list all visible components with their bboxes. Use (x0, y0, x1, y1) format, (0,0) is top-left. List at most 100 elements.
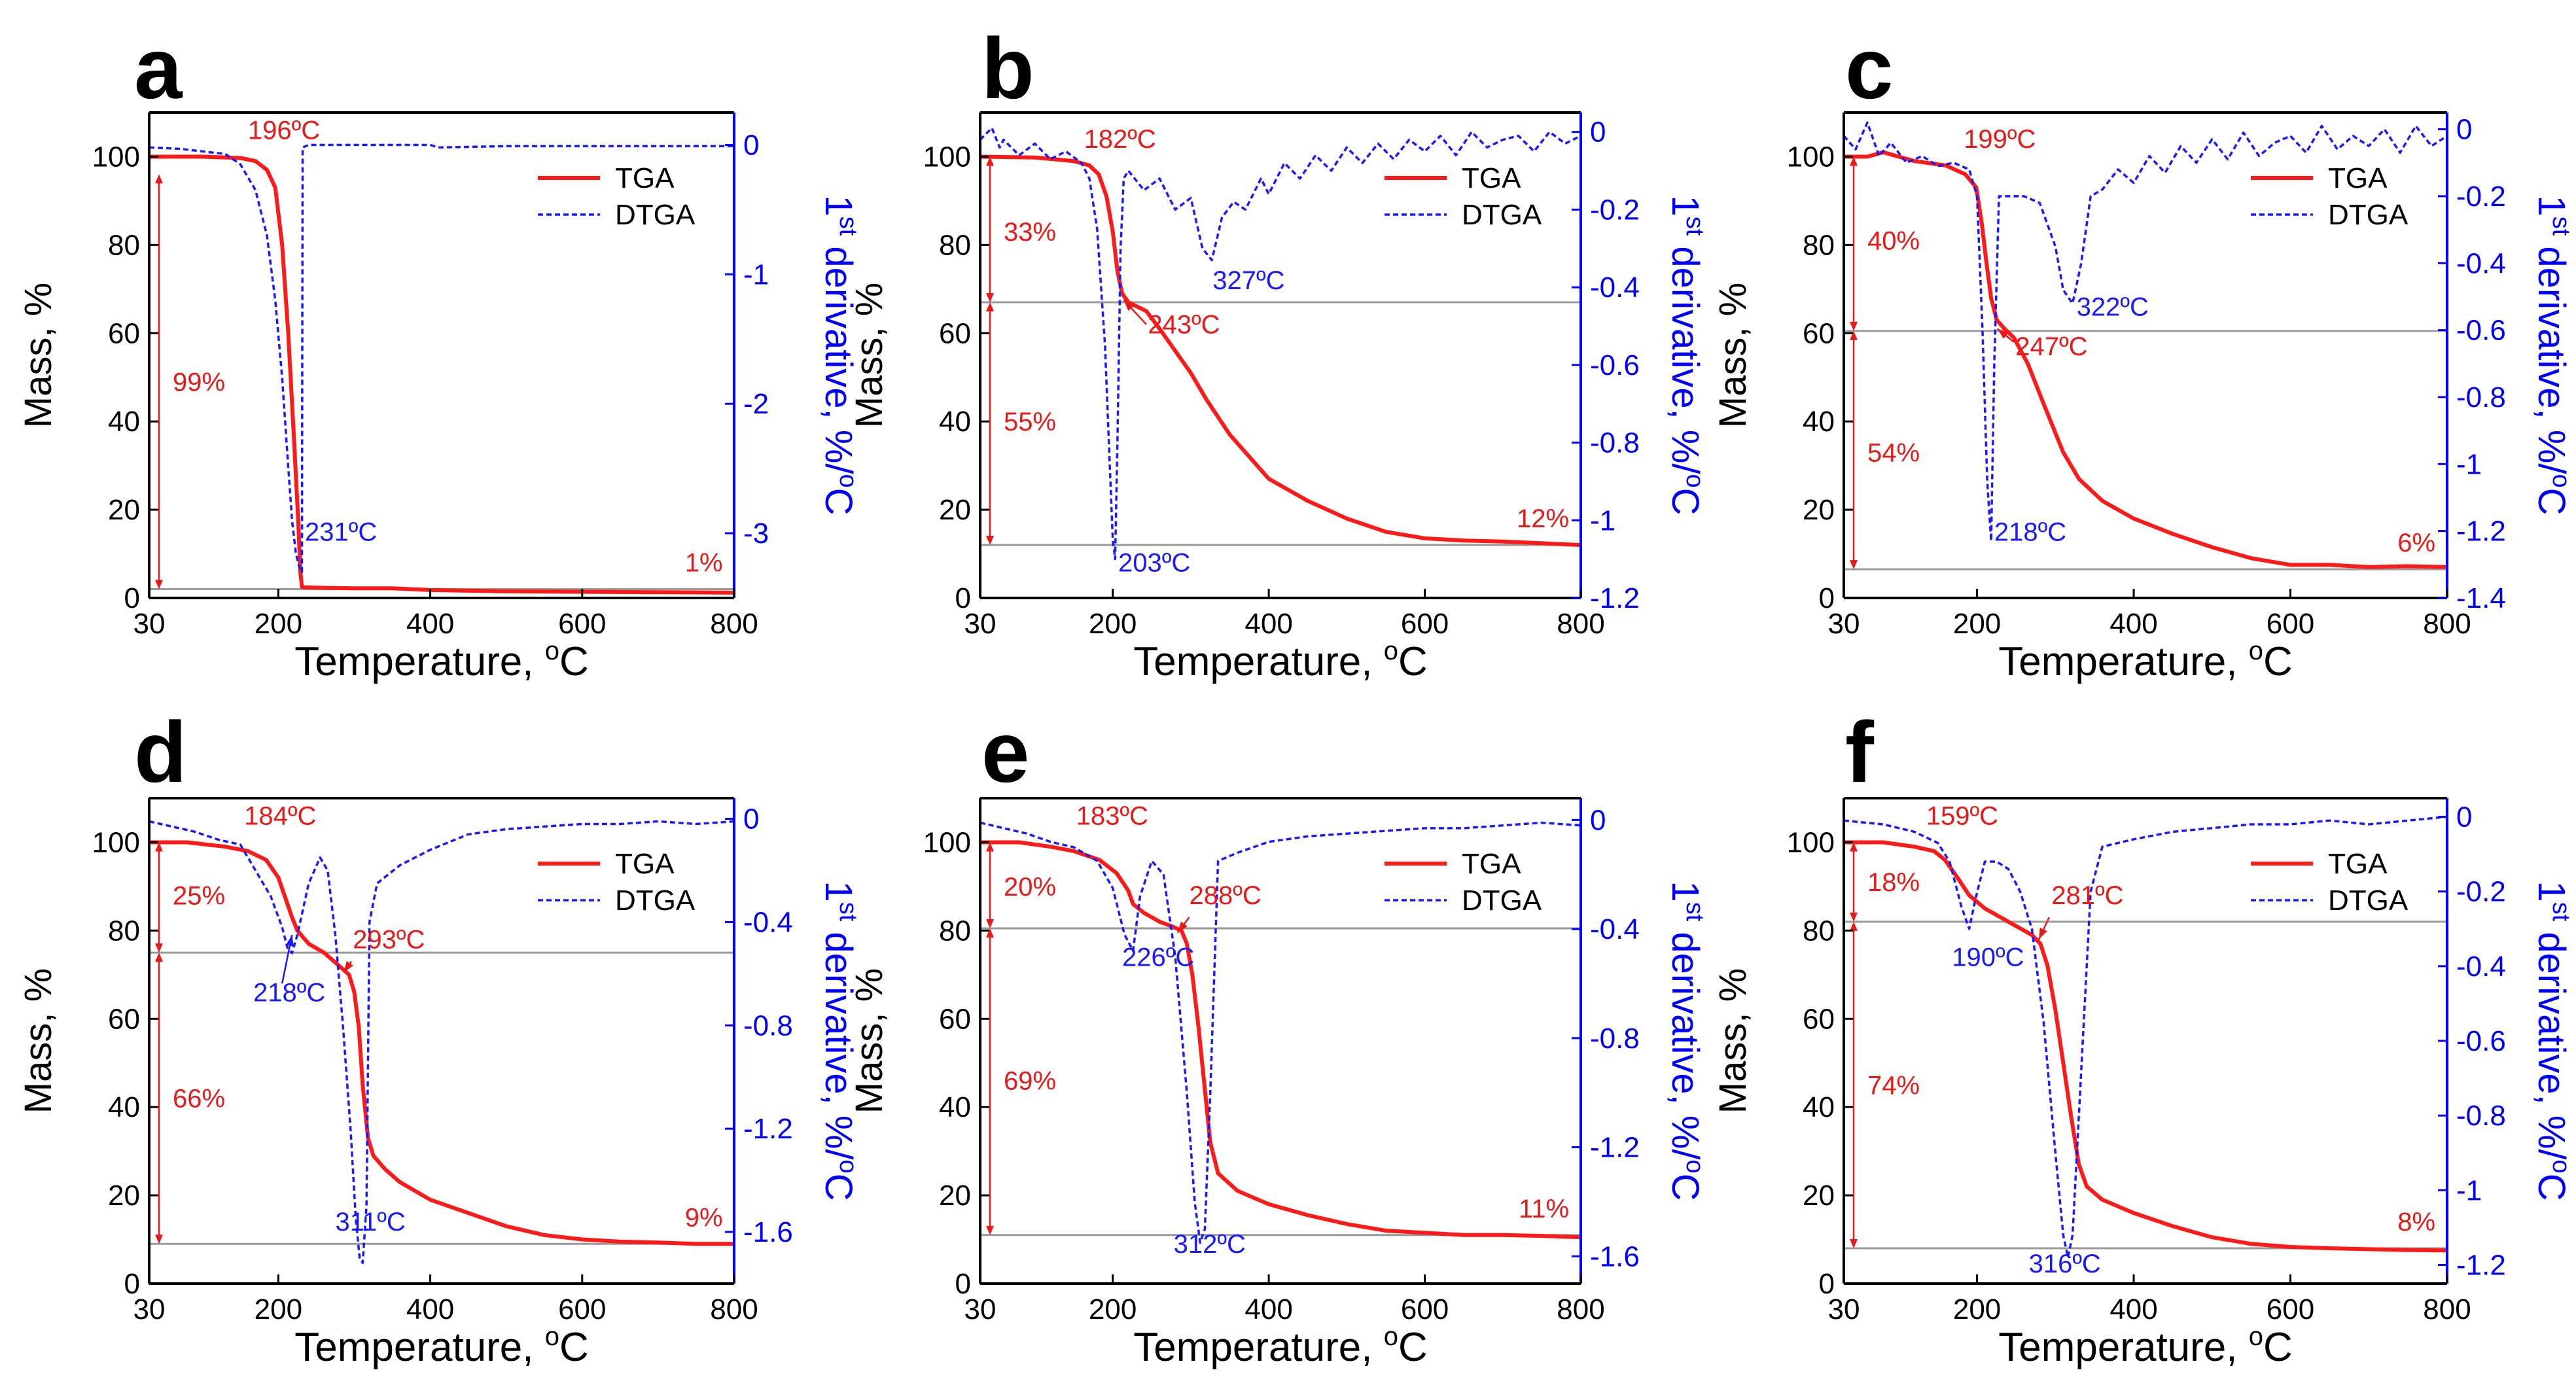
step-arrow-head (155, 953, 163, 962)
annotation-label: 288ºC (1190, 881, 1262, 910)
y2-tick-label: 0 (743, 129, 759, 161)
x-tick-label: 200 (1953, 608, 2001, 640)
step-arrow-head (1850, 842, 1858, 852)
y2-label-part: 1 (2530, 195, 2573, 216)
y-tick-label: 100 (1787, 826, 1835, 858)
annotation-label: 196ºC (248, 116, 320, 145)
annotation-arrow-head (1123, 300, 1135, 311)
y2-tick-label: -0.6 (2456, 1025, 2506, 1057)
annotation-arrow-head (1177, 921, 1188, 933)
annotation-label: 218ºC (1994, 517, 2066, 546)
step-arrow-head (155, 1235, 163, 1244)
legend-tga-label: TGA (615, 162, 675, 194)
y-tick-label: 20 (939, 1180, 971, 1212)
x-tick-label: 600 (2267, 1293, 2314, 1325)
y2-label-part: st (834, 902, 862, 922)
annotation-label: 231ºC (305, 517, 377, 546)
dtga-line (149, 820, 735, 1265)
step-arrow-head (1850, 912, 1858, 922)
y2-tick-label: -1 (2456, 1174, 2482, 1206)
legend-tga-label: TGA (2328, 162, 2388, 194)
y2-label-part: derivative, %/ (817, 236, 860, 474)
y-tick-label: 80 (1803, 915, 1835, 947)
x-tick-label: 800 (710, 608, 758, 640)
y2-label-part: 1 (817, 195, 860, 216)
y2-tick-label: 0 (743, 803, 759, 835)
annotation-label: 281ºC (2051, 881, 2123, 910)
step-percentage-label: 66% (173, 1085, 225, 1113)
y2-label-part: C (817, 1174, 860, 1201)
x-tick-label: 400 (1244, 1293, 1292, 1325)
y2-axis-label: 1st derivative, %/oC (2530, 195, 2575, 515)
y2-tick-label: -0.2 (1590, 194, 1640, 226)
step-arrow-head (155, 174, 163, 184)
y2-tick-label: -1.2 (2456, 1249, 2506, 1281)
y-axis-label: Mass, % (17, 968, 60, 1113)
x-tick-label: 30 (1828, 608, 1860, 640)
x-tick-label: 200 (255, 1293, 302, 1325)
y2-tick-label: 0 (1590, 804, 1606, 836)
y-tick-label: 20 (108, 494, 140, 526)
step-arrow-head (986, 156, 994, 166)
y2-tick-label: 0 (1590, 116, 1606, 149)
annotation-label: 203ºC (1118, 549, 1190, 578)
dtga-line (979, 126, 1581, 561)
x-label-degree: o (2249, 1322, 2263, 1351)
y2-label-part: derivative, %/ (1664, 921, 1706, 1160)
step-arrow-head (986, 919, 994, 928)
step-percentage-label: 69% (1004, 1067, 1056, 1096)
y-tick-label: 100 (92, 826, 140, 858)
annotation-label: 182ºC (1084, 125, 1156, 154)
annotation-label: 311ºC (335, 1208, 405, 1236)
annotation-label: 327ºC (1212, 266, 1284, 295)
y-tick-label: 40 (939, 406, 971, 438)
x-axis-label: Temperature, oC (1998, 637, 2293, 684)
x-tick-label: 400 (406, 1293, 454, 1325)
y2-label-part: o (2547, 1160, 2575, 1174)
annotation-label: 293ºC (353, 925, 425, 954)
step-percentage-label: 74% (1867, 1071, 1920, 1100)
x-label-degree: o (545, 1322, 559, 1351)
x-tick-label: 200 (1089, 608, 1137, 640)
annotation-label: 159ºC (1926, 801, 1998, 830)
y2-axis-label: 1st derivative, %/oC (817, 881, 862, 1201)
step-percentage-label: 33% (1004, 218, 1056, 247)
panel-letter: c (1845, 20, 1893, 116)
x-label-text: Temperature, (1998, 639, 2249, 684)
step-arrow-head (1850, 560, 1858, 570)
y-tick-label: 80 (108, 229, 140, 261)
legend-tga-label: TGA (1462, 848, 1521, 880)
x-tick-label: 30 (964, 1293, 997, 1325)
x-label-degree: o (1384, 637, 1398, 665)
y2-axis-label: 1st derivative, %/oC (1664, 195, 1708, 515)
y-tick-label: 20 (108, 1180, 140, 1212)
annotation-label: 312ºC (1174, 1230, 1246, 1259)
y-tick-label: 80 (108, 915, 140, 947)
x-label-unit: C (559, 639, 589, 684)
y2-label-part: derivative, %/ (1664, 236, 1706, 474)
step-percentage-label: 40% (1867, 227, 1920, 256)
x-tick-label: 800 (2423, 1293, 2471, 1325)
annotation-label: 218ºC (253, 978, 325, 1007)
step-percentage-label: 20% (1004, 873, 1056, 902)
y-tick-label: 0 (955, 582, 971, 614)
y-tick-label: 100 (923, 141, 971, 173)
annotation-label: 226ºC (1122, 943, 1194, 972)
y2-tick-label: -0.4 (743, 906, 793, 938)
dtga-line (1843, 121, 2448, 542)
y-axis-label: Mass, % (17, 283, 60, 428)
y2-tick-label: -0.2 (2456, 876, 2506, 908)
step-percentage-label: 54% (1867, 438, 1920, 467)
dtga-line (979, 821, 1581, 1244)
x-tick-label: 400 (2109, 608, 2157, 640)
step-arrow-head (1850, 156, 1858, 166)
y2-tick-label: -0.4 (2456, 247, 2506, 279)
x-tick-label: 400 (1244, 608, 1292, 640)
panel-letter: d (134, 704, 187, 800)
x-label-unit: C (1398, 639, 1428, 684)
tga-line (1844, 150, 2448, 569)
x-label-text: Temperature, (294, 1325, 545, 1370)
y2-label-part: o (1681, 1160, 1708, 1174)
